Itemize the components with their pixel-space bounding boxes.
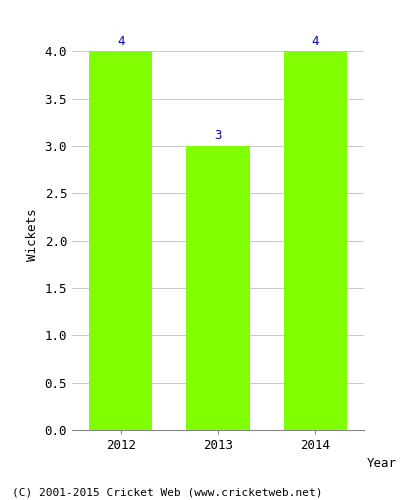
Bar	[89, 52, 152, 430]
Text: Year: Year	[367, 458, 397, 470]
Bar	[186, 146, 250, 430]
Text: 4: 4	[312, 34, 319, 48]
Y-axis label: Wickets: Wickets	[26, 209, 39, 261]
Text: 3: 3	[214, 129, 222, 142]
Text: (C) 2001-2015 Cricket Web (www.cricketweb.net): (C) 2001-2015 Cricket Web (www.cricketwe…	[12, 488, 322, 498]
Bar	[284, 52, 347, 430]
Text: 4: 4	[117, 34, 124, 48]
